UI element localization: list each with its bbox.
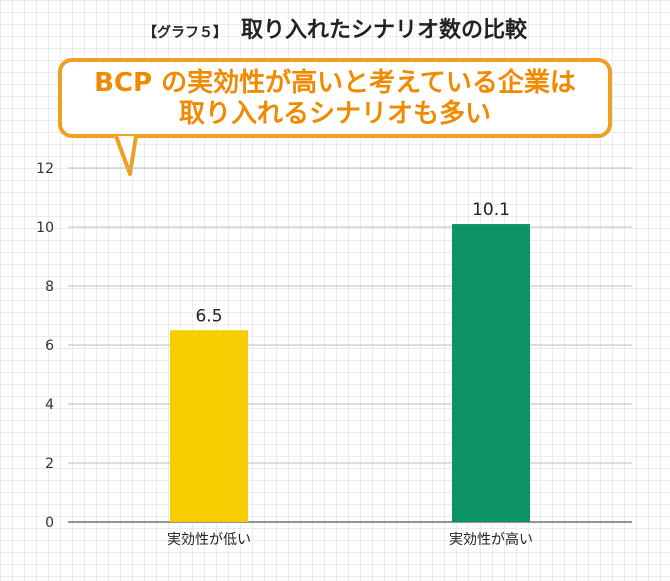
callout-line-1: BCP の実効性が高いと考えている企業は [94, 68, 576, 98]
chart-title: 【グラフ５】 取り入れたシナリオ数の比較 [0, 12, 670, 44]
callout-tail [114, 135, 138, 176]
chart-title-main: 取り入れたシナリオ数の比較 [240, 18, 527, 43]
bar [452, 224, 530, 523]
y-tick-label: 10 [36, 220, 54, 236]
data-label: 10.1 [472, 200, 510, 220]
data-label: 6.5 [195, 306, 222, 326]
x-tick-label: 実効性が高い [449, 531, 533, 548]
y-tick-label: 8 [45, 279, 54, 295]
y-tick-label: 2 [45, 456, 54, 472]
y-tick-label: 6 [45, 338, 54, 354]
y-tick-label: 4 [45, 397, 54, 413]
callout-line-2: 取り入れるシナリオも多い [178, 99, 491, 129]
callout-box: BCP の実効性が高いと考えている企業は 取り入れるシナリオも多い [58, 58, 612, 138]
chart-title-tag: 【グラフ５】 [142, 25, 227, 41]
x-tick-label: 実効性が低い [167, 532, 251, 548]
y-tick-label: 12 [36, 161, 54, 177]
bar [170, 330, 248, 522]
y-tick-label: 0 [45, 515, 54, 531]
